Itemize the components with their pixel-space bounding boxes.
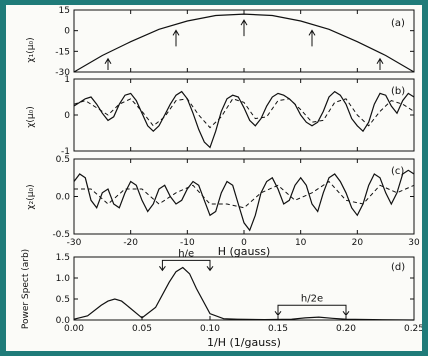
- panel-label-d: (d): [391, 262, 405, 273]
- ytick-label: 0.0: [56, 193, 71, 203]
- marker-arrow-head: [240, 19, 248, 26]
- ytick-label: 1: [64, 75, 70, 85]
- annotation-layer: h/e h/2e: [104, 19, 384, 317]
- ylabel-c: χ₂(μ₀): [26, 184, 36, 209]
- ytick-label: 1.0: [56, 274, 71, 284]
- bracket-arrow: [274, 311, 282, 317]
- xtick-label-invh: 0.15: [268, 324, 288, 334]
- panel-b-frame: [73, 78, 415, 152]
- marker-arrow-head: [172, 29, 180, 36]
- ytick-label: 15: [59, 6, 70, 16]
- xtick-label-h: 20: [352, 238, 364, 248]
- marker-arrow-head: [308, 29, 316, 36]
- xtick-label-invh: 0.10: [200, 324, 220, 334]
- series-line-b-dashed: [73, 98, 415, 129]
- bracket-he: [161, 259, 211, 271]
- ylabel-a: χ₁(μ₀): [26, 37, 36, 62]
- panel-d-frame: [73, 256, 415, 321]
- ytick-label: 0: [64, 27, 70, 37]
- xtick-label-h: 30: [408, 238, 420, 248]
- ytick-label: 0: [64, 111, 70, 121]
- series-line-c-dashed: [74, 180, 415, 209]
- bracket-arrow: [159, 266, 166, 272]
- panel-label-c: (c): [391, 166, 404, 177]
- figure-paper: χ₁(μ₀) χ(μ₀) χ₂(μ₀) Power Spect (arb) (a…: [6, 5, 424, 351]
- figure-svg: χ₁(μ₀) χ(μ₀) χ₂(μ₀) Power Spect (arb) (a…: [21, 6, 424, 349]
- xlabel-d: 1/H (1/gauss): [207, 336, 281, 349]
- ytick-label: 1.5: [56, 253, 70, 263]
- series-line-d-solid: [73, 266, 415, 321]
- xtick-label-h: -10: [180, 238, 195, 248]
- series-line-c-solid: [73, 169, 415, 232]
- ytick-label: 0.5: [56, 295, 70, 305]
- bracket-h2e: [277, 304, 347, 316]
- bracket-arrow: [342, 311, 350, 317]
- ytick-label: -15: [55, 47, 70, 57]
- xtick-label-invh: 0.00: [64, 324, 84, 334]
- xtick-label-h: -30: [67, 238, 82, 248]
- ytick-label: 0.5: [56, 155, 70, 165]
- panel-label-a: (a): [391, 18, 405, 29]
- xtick-label-h: 0: [241, 238, 247, 248]
- ytick-label: 0.0: [56, 316, 71, 326]
- xtick-label-h: -20: [123, 238, 138, 248]
- xtick-label-invh: 0.05: [132, 324, 152, 334]
- series-line-b-solid: [73, 90, 415, 149]
- ytick-label: -30: [55, 68, 70, 78]
- marker-arrow-head: [104, 57, 112, 64]
- series-line-a-solid: [73, 13, 415, 73]
- xtick-label-h: 10: [295, 238, 307, 248]
- ylabel-b: χ(μ₀): [26, 106, 36, 128]
- annotation-he: h/e: [178, 248, 194, 259]
- panel-label-b: (b): [391, 86, 405, 97]
- xtick-label-invh: 0.20: [336, 324, 356, 334]
- xlabel-h: H (gauss): [218, 245, 271, 258]
- series-layer: [73, 13, 415, 321]
- annotation-h2e: h/2e: [301, 293, 323, 304]
- ytick-label: -1: [61, 147, 70, 157]
- ytick-label: -0.5: [52, 230, 70, 240]
- marker-arrow-head: [376, 57, 384, 64]
- ylabel-d: Power Spect (arb): [21, 249, 31, 329]
- xtick-label-invh: 0.25: [404, 324, 422, 334]
- bracket-arrow: [206, 266, 214, 272]
